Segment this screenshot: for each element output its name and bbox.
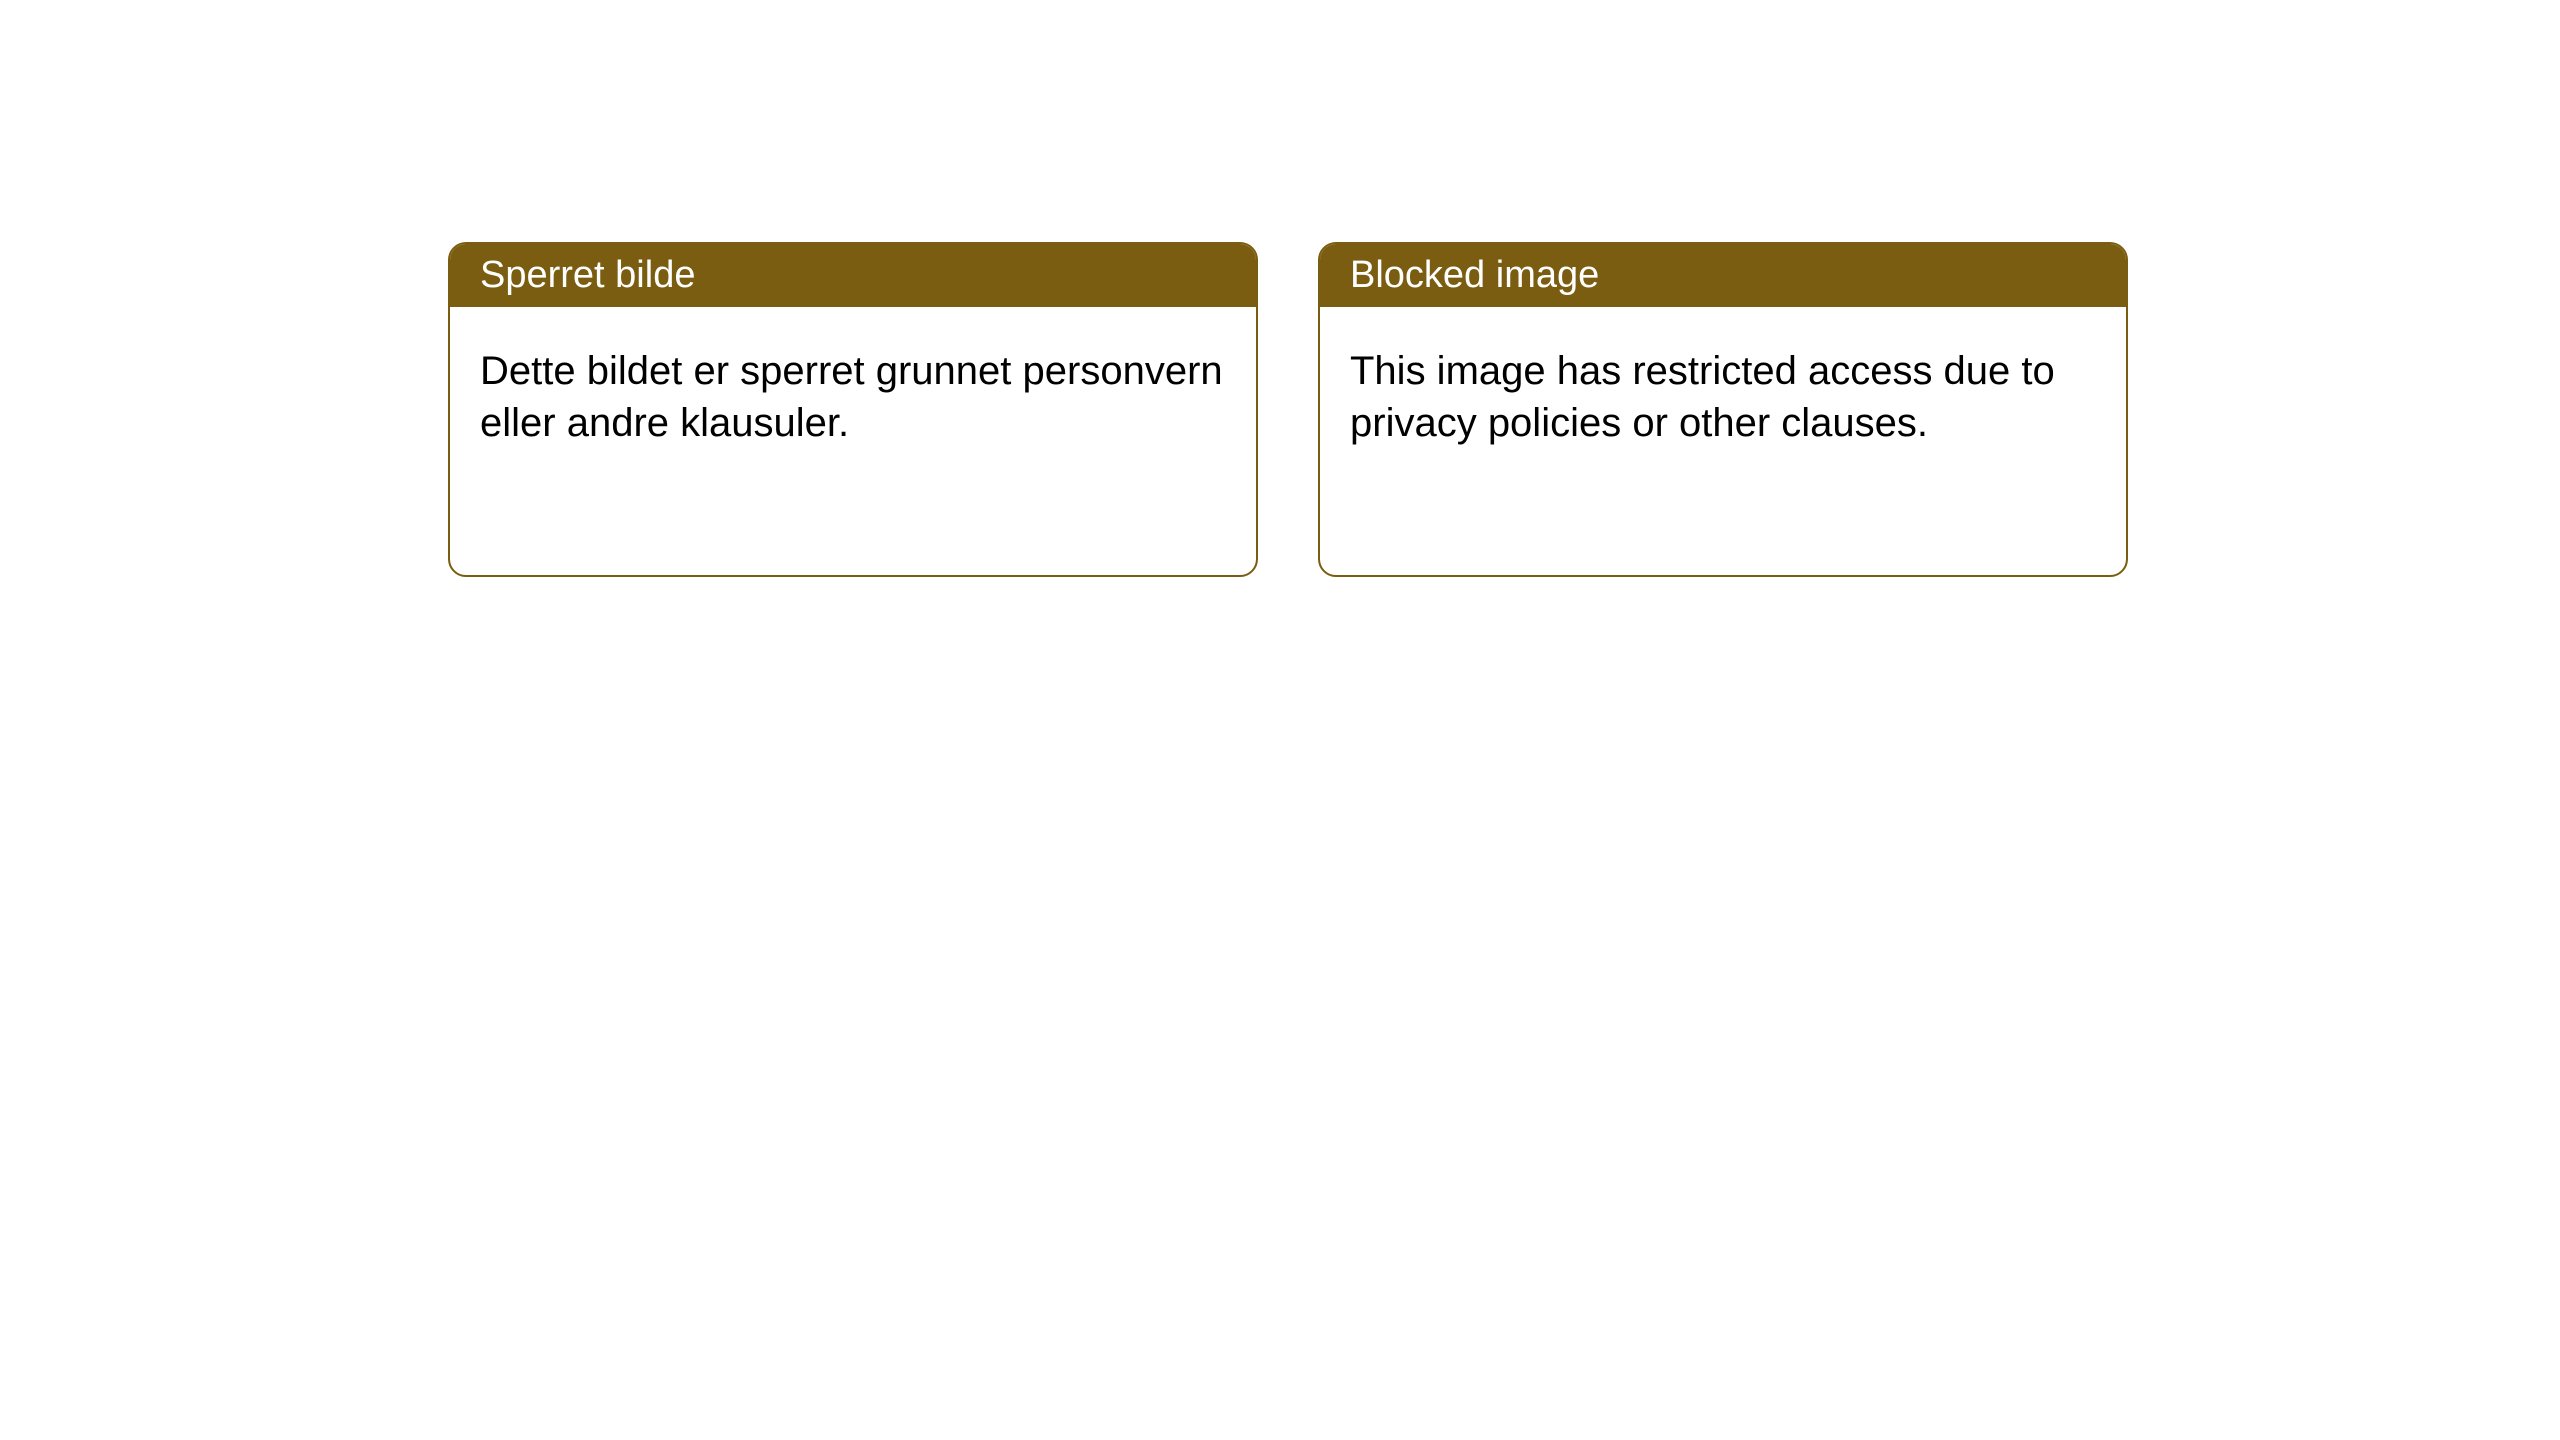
- notice-header: Blocked image: [1320, 244, 2126, 307]
- notice-card-norwegian: Sperret bilde Dette bildet er sperret gr…: [448, 242, 1258, 577]
- notice-container: Sperret bilde Dette bildet er sperret gr…: [0, 0, 2560, 577]
- notice-header: Sperret bilde: [450, 244, 1256, 307]
- notice-card-english: Blocked image This image has restricted …: [1318, 242, 2128, 577]
- notice-body: This image has restricted access due to …: [1320, 307, 2126, 487]
- notice-body: Dette bildet er sperret grunnet personve…: [450, 307, 1256, 487]
